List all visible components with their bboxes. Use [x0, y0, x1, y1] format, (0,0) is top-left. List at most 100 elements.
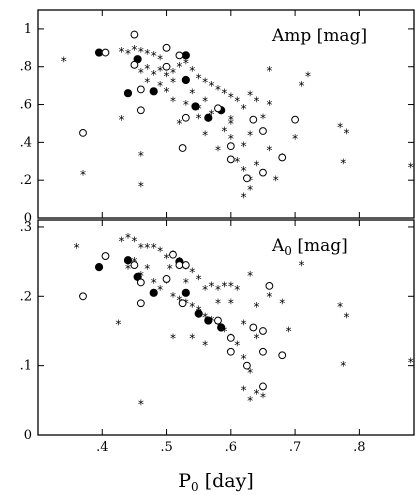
amplitude-panel: 0.2.4.6.81 Amp [mag]*** * * * * * ** * * * * * * *** * *… [20, 9, 415, 226]
y-tick-label: .6 [20, 98, 32, 113]
asterisk-point: * [170, 290, 176, 304]
asterisk-point: * [196, 72, 202, 86]
filled-circle-point [123, 89, 133, 98]
asterisk-point: * [138, 45, 144, 59]
asterisk-point: * [344, 126, 350, 140]
open-circle-point [259, 168, 267, 177]
asterisk-point: * [234, 338, 240, 352]
asterisk-point: * [170, 75, 176, 89]
asterisk-point: * [138, 66, 144, 80]
asterisk-point: * [266, 143, 272, 157]
asterisk-point: * [189, 331, 195, 345]
asterisk-point: * [125, 231, 131, 245]
asterisk-point: * [228, 113, 234, 127]
asterisk-point: * [337, 121, 343, 135]
open-circle-point [226, 334, 235, 342]
filled-circle-point [149, 87, 158, 96]
asterisk-point: * [241, 140, 247, 154]
asterisk-point: * [164, 276, 170, 290]
asterisk-point: * [164, 85, 170, 99]
asterisk-point: * [209, 79, 215, 93]
asterisk-point: * [254, 159, 260, 173]
y-tick-label: .2 [20, 173, 32, 188]
asterisk-point: * [183, 262, 189, 276]
asterisk-point: * [131, 43, 137, 57]
open-circle-point [130, 261, 139, 269]
asterisk-point: * [196, 272, 202, 286]
filled-circle-point [204, 113, 213, 122]
asterisk-point: * [337, 300, 343, 314]
filled-circle-point [191, 102, 200, 111]
asterisk-point: * [157, 53, 163, 67]
asterisk-point: * [266, 98, 272, 112]
asterisk-point: * [202, 311, 208, 325]
open-circle-point [214, 104, 222, 113]
asterisk-point: * [254, 387, 260, 401]
open-circle-point [136, 106, 145, 115]
asterisk-point: * [183, 98, 189, 112]
asterisk-point: * [189, 87, 195, 101]
open-circle-point [136, 299, 145, 308]
asterisk-point: * [167, 262, 173, 276]
asterisk-point: * [344, 311, 350, 325]
open-circle-point [162, 275, 171, 283]
asterisk-point: * [221, 279, 227, 293]
asterisk-point: * [202, 128, 208, 142]
asterisk-point: * [260, 111, 266, 125]
asterisk-point: * [80, 168, 86, 182]
asterisk-point: * [228, 279, 234, 293]
asterisk-point: * [209, 279, 215, 293]
asterisk-point: * [119, 234, 125, 248]
asterisk-point: * [221, 324, 227, 338]
open-circle-point [169, 250, 177, 259]
asterisk-point: * [151, 49, 157, 63]
open-circle-point [265, 281, 274, 290]
asterisk-point: * [305, 70, 311, 84]
asterisk-point: * [170, 331, 176, 345]
open-circle-point [175, 261, 184, 269]
asterisk-point: * [247, 128, 253, 142]
x-tick-label: .7 [289, 440, 301, 455]
y-tick-label: .8 [20, 60, 32, 75]
asterisk-point: * [241, 318, 247, 332]
asterisk-point: * [247, 366, 253, 380]
open-circle-point [181, 261, 190, 269]
asterisk-point: * [228, 297, 234, 311]
open-circle-point [178, 144, 187, 152]
asterisk-point: * [202, 75, 208, 89]
asterisk-point: * [292, 132, 298, 146]
asterisk-point: * [170, 94, 176, 108]
asterisk-point: * [241, 164, 247, 178]
plot-frame [37, 219, 415, 436]
filled-circle-point [123, 256, 133, 265]
filled-circle-point [217, 323, 226, 332]
asterisk-point: * [228, 117, 234, 131]
asterisk-point: * [170, 66, 176, 80]
y-tick-label: .3 [20, 220, 32, 235]
asterisk-point: * [340, 359, 346, 373]
asterisk-point: * [189, 266, 195, 280]
open-circle-point [178, 299, 187, 308]
open-circle-point [101, 252, 110, 260]
y-tick-label: 1 [24, 22, 32, 37]
open-circle-point [130, 30, 139, 39]
open-circle-point [136, 278, 145, 287]
open-circle-point [259, 382, 267, 391]
open-circle-point [226, 155, 235, 164]
mean-amplitude-panel: .4.5.6.7.80.1.2.3A0 [mag]* * * * * * * * ** * ** * *… [20, 219, 415, 455]
asterisk-point: * [221, 87, 227, 101]
asterisk-point: * [221, 125, 227, 139]
filled-circle-point [94, 263, 104, 272]
asterisk-point: * [157, 79, 163, 93]
open-circle-point [101, 48, 110, 57]
asterisk-point: * [299, 259, 305, 273]
asterisk-point: * [144, 262, 150, 276]
asterisk-point: * [202, 283, 208, 297]
filled-circle-point [181, 75, 190, 85]
open-circle-point [242, 361, 251, 370]
open-circle-point [181, 113, 190, 122]
asterisk-point: * [164, 70, 170, 84]
asterisk-point: * [202, 338, 208, 352]
asterisk-point: * [125, 47, 131, 61]
